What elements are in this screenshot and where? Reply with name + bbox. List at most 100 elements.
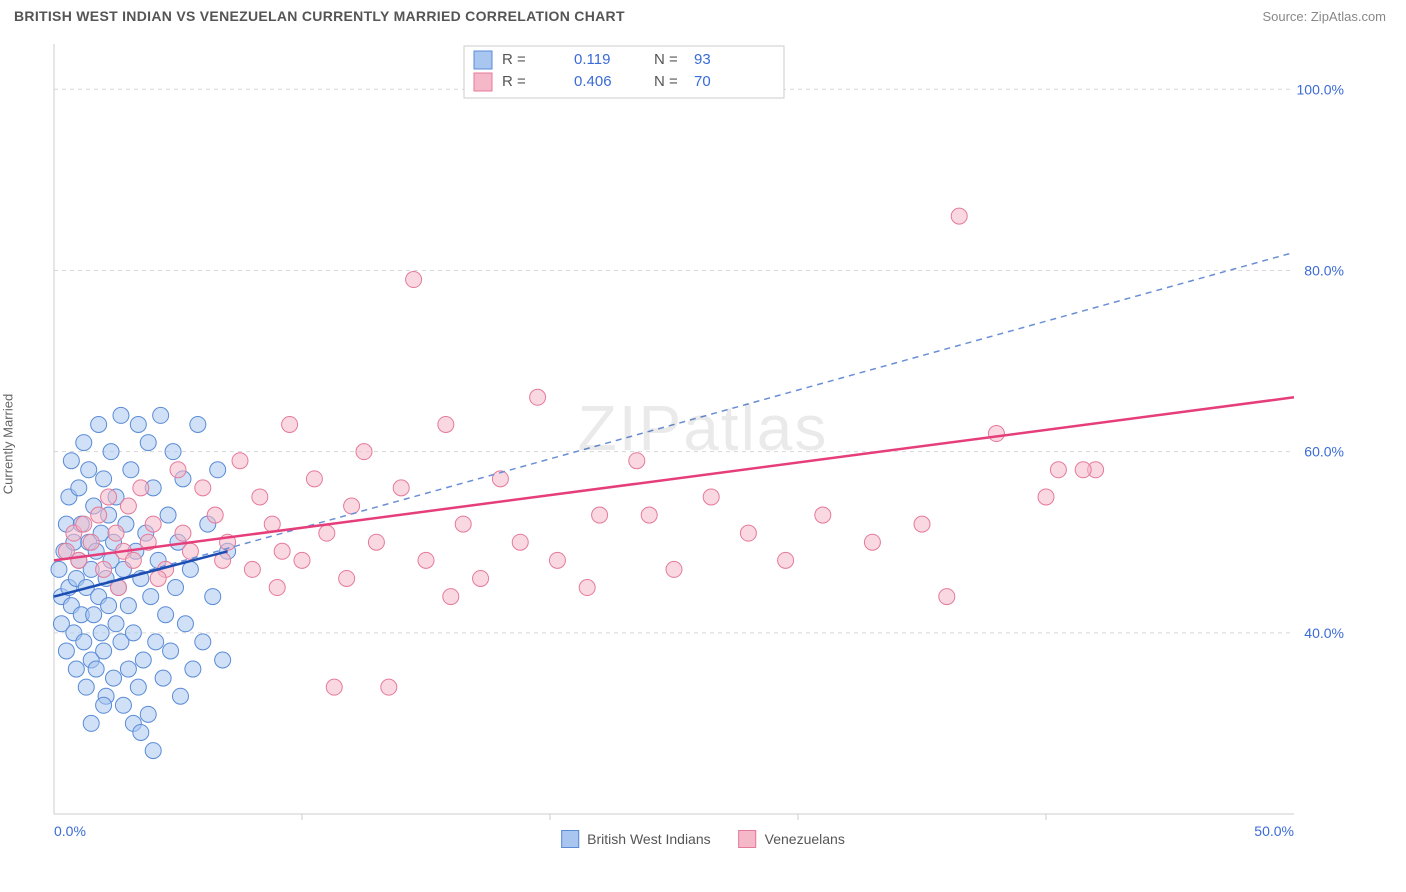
scatter-point [319, 525, 335, 541]
scatter-point [438, 416, 454, 432]
scatter-point [140, 706, 156, 722]
stats-swatch [474, 51, 492, 69]
scatter-point [356, 444, 372, 460]
scatter-point [175, 525, 191, 541]
scatter-point [51, 561, 67, 577]
scatter-point [160, 507, 176, 523]
scatter-point [393, 480, 409, 496]
scatter-point [123, 462, 139, 478]
scatter-point [120, 661, 136, 677]
scatter-point [1038, 489, 1054, 505]
legend-swatch [739, 830, 757, 848]
scatter-point [269, 580, 285, 596]
scatter-point [135, 652, 151, 668]
x-tick-label: 0.0% [54, 823, 86, 839]
scatter-point [170, 462, 186, 478]
scatter-point [344, 498, 360, 514]
scatter-point [155, 670, 171, 686]
scatter-point [96, 643, 112, 659]
scatter-point [153, 407, 169, 423]
scatter-point [282, 416, 298, 432]
scatter-point [83, 715, 99, 731]
scatter-point [195, 480, 211, 496]
scatter-point [641, 507, 657, 523]
scatter-point [190, 416, 206, 432]
scatter-point [145, 743, 161, 759]
scatter-point [339, 570, 355, 586]
scatter-point [172, 688, 188, 704]
legend-swatch [561, 830, 579, 848]
stats-r-label: R = [502, 51, 526, 68]
scatter-point [592, 507, 608, 523]
scatter-point [549, 552, 565, 568]
x-tick-label: 50.0% [1254, 823, 1294, 839]
scatter-point [86, 607, 102, 623]
scatter-point [125, 552, 141, 568]
scatter-point [185, 661, 201, 677]
scatter-point [864, 534, 880, 550]
scatter-point [115, 697, 131, 713]
scatter-point [101, 489, 117, 505]
scatter-point [163, 643, 179, 659]
scatter-point [1075, 462, 1091, 478]
scatter-point [130, 679, 146, 695]
scatter-point [83, 534, 99, 550]
scatter-point [512, 534, 528, 550]
scatter-point [381, 679, 397, 695]
scatter-point [58, 643, 74, 659]
scatter-point [78, 679, 94, 695]
scatter-point [232, 453, 248, 469]
scatter-point [133, 724, 149, 740]
scatter-point [150, 570, 166, 586]
scatter-plot: 40.0%60.0%80.0%100.0%0.0%50.0%R =0.119N … [14, 34, 1354, 854]
scatter-point [71, 480, 87, 496]
scatter-point [168, 580, 184, 596]
scatter-point [914, 516, 930, 532]
scatter-point [125, 625, 141, 641]
scatter-point [530, 389, 546, 405]
scatter-point [148, 634, 164, 650]
legend-item: British West Indians [561, 830, 710, 848]
scatter-point [96, 561, 112, 577]
scatter-point [120, 498, 136, 514]
scatter-point [101, 598, 117, 614]
scatter-point [244, 561, 260, 577]
scatter-point [666, 561, 682, 577]
scatter-point [96, 471, 112, 487]
scatter-point [76, 634, 92, 650]
y-axis-label: Currently Married [1, 394, 16, 494]
y-tick-label: 60.0% [1304, 444, 1344, 460]
scatter-point [306, 471, 322, 487]
scatter-point [88, 661, 104, 677]
scatter-point [205, 589, 221, 605]
scatter-point [455, 516, 471, 532]
scatter-point [207, 507, 223, 523]
scatter-point [143, 589, 159, 605]
scatter-point [703, 489, 719, 505]
scatter-point [140, 435, 156, 451]
scatter-point [815, 507, 831, 523]
scatter-point [418, 552, 434, 568]
stats-n-label: N = [654, 51, 678, 68]
scatter-point [443, 589, 459, 605]
stats-n-label: N = [654, 73, 678, 90]
scatter-point [182, 561, 198, 577]
scatter-point [91, 507, 107, 523]
scatter-point [778, 552, 794, 568]
scatter-point [988, 426, 1004, 442]
scatter-point [108, 616, 124, 632]
scatter-point [103, 444, 119, 460]
scatter-point [96, 697, 112, 713]
chart-container: Currently Married ZIPatlas 40.0%60.0%80.… [14, 34, 1392, 854]
scatter-point [274, 543, 290, 559]
stats-r-label: R = [502, 73, 526, 90]
scatter-point [81, 462, 97, 478]
stats-swatch [474, 73, 492, 91]
scatter-point [68, 661, 84, 677]
scatter-point [106, 670, 122, 686]
scatter-point [215, 652, 231, 668]
scatter-point [108, 525, 124, 541]
scatter-point [406, 272, 422, 288]
scatter-point [629, 453, 645, 469]
scatter-point [740, 525, 756, 541]
